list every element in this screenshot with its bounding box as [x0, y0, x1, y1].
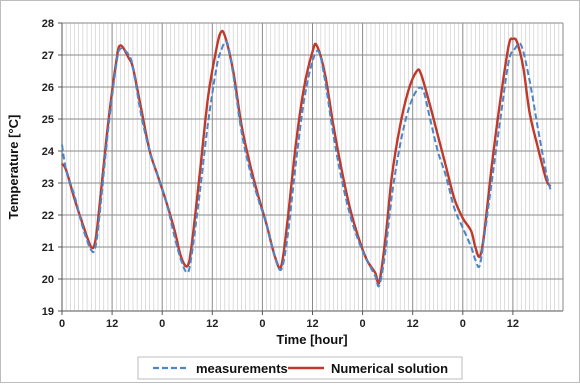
- y-tick-label: 21: [42, 242, 54, 254]
- x-tick-label: 0: [460, 318, 466, 330]
- axes: [58, 22, 564, 315]
- series-lines: [60, 29, 552, 288]
- x-tick-label: 12: [306, 318, 318, 330]
- x-tick-labels: 0 12 0 12 0 12 0 12 0 12: [59, 318, 519, 330]
- x-tick-label: 12: [206, 318, 218, 330]
- x-tick-label: 12: [507, 318, 519, 330]
- x-axis-title: Time [hour]: [276, 332, 347, 347]
- y-tick-label: 25: [42, 114, 54, 126]
- x-tick-label: 0: [259, 318, 265, 330]
- y-tick-labels: 19 20 21 22 23 24 25 26 27 28: [42, 18, 55, 318]
- x-tick-label: 0: [360, 318, 366, 330]
- legend: measurements Numerical solution: [137, 356, 463, 380]
- y-tick-label: 27: [42, 50, 54, 62]
- y-tick-label: 26: [42, 82, 54, 94]
- legend-label-numerical-solution: Numerical solution: [331, 361, 448, 376]
- legend-label-measurements: measurements: [196, 361, 288, 376]
- y-tick-label: 19: [42, 306, 54, 318]
- x-tick-label: 12: [106, 318, 118, 330]
- y-tick-label: 24: [42, 146, 55, 158]
- y-tick-label: 20: [42, 274, 54, 286]
- y-tick-label: 23: [42, 178, 54, 190]
- grid: [62, 22, 563, 311]
- x-tick-label: 0: [59, 318, 65, 330]
- y-tick-label: 22: [42, 210, 54, 222]
- series-line-numerical-solution: [60, 29, 552, 285]
- x-tick-label: 0: [159, 318, 165, 330]
- series-line-measurements: [61, 40, 552, 288]
- y-axis-title: Temperature [°C]: [6, 115, 21, 220]
- x-tick-label: 12: [407, 318, 419, 330]
- y-tick-label: 28: [42, 18, 54, 30]
